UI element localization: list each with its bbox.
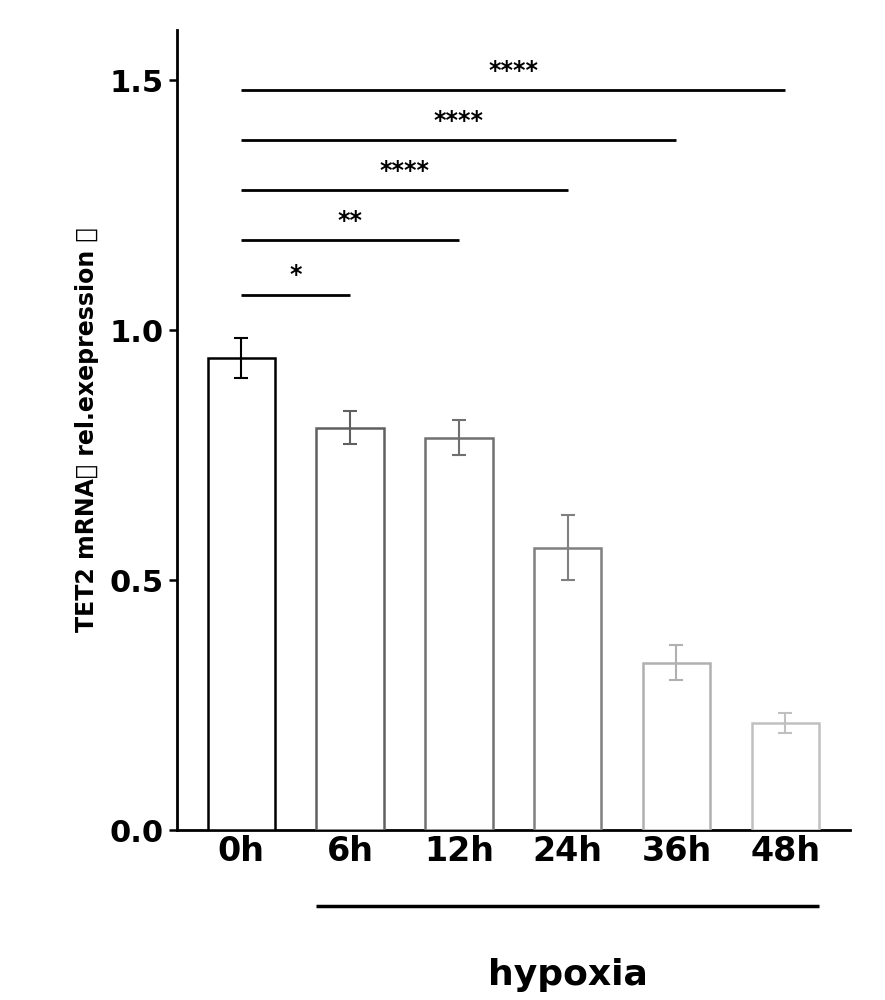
Text: ****: **** — [434, 109, 484, 133]
Bar — [208, 358, 275, 830]
Text: ****: **** — [380, 158, 429, 182]
Bar — [751, 722, 819, 830]
Bar — [316, 428, 384, 830]
Text: **: ** — [337, 209, 363, 233]
Text: hypoxia: hypoxia — [488, 958, 648, 992]
Text: ****: **** — [489, 59, 538, 83]
Bar — [425, 438, 493, 830]
Text: *: * — [289, 263, 302, 288]
Y-axis label: TET2 mRNA（ rel.exepression ）: TET2 mRNA（ rel.exepression ） — [74, 228, 98, 632]
Bar — [534, 548, 602, 830]
Bar — [643, 662, 711, 830]
